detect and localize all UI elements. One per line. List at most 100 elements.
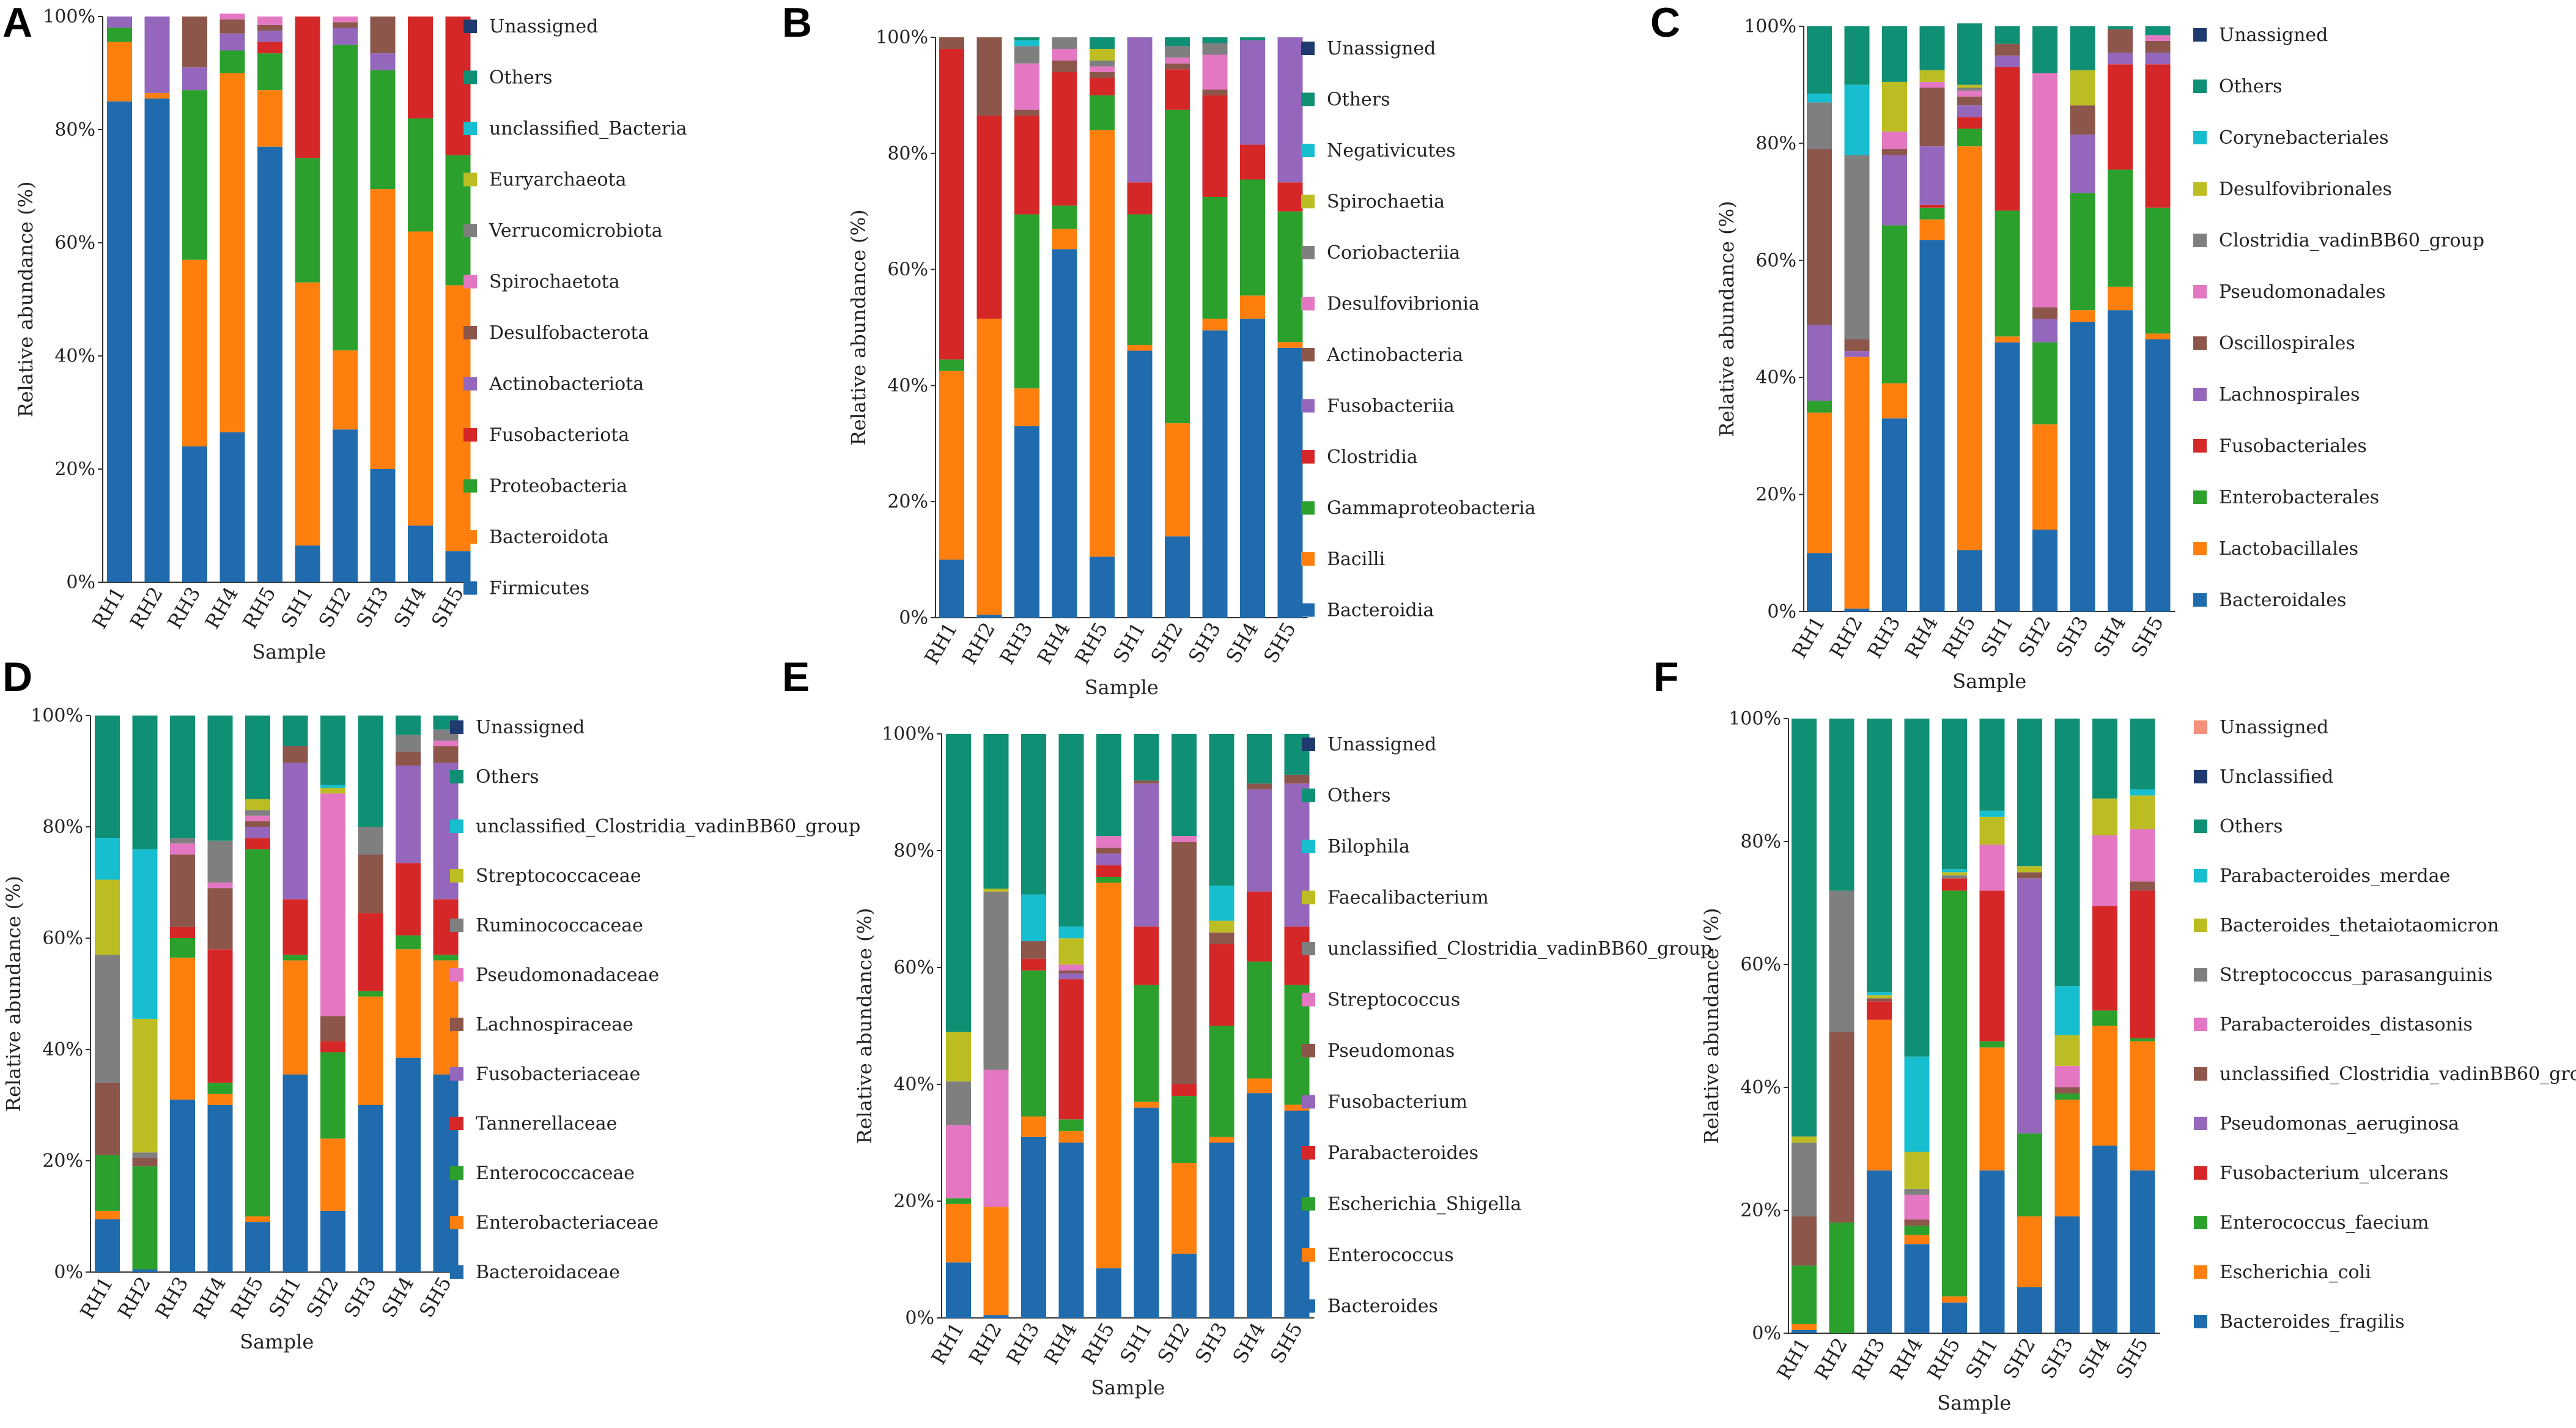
legend-label: Gammaproteobacteria: [1327, 498, 1536, 519]
legend-swatch: [1302, 993, 1315, 1007]
bar-segment: [2032, 307, 2057, 319]
legend-label: Desulfovibrionales: [2219, 179, 2392, 200]
bar-segment: [2092, 1010, 2117, 1026]
bar-segment: [1882, 29, 1907, 82]
bar-segment: [1240, 37, 1265, 40]
legend-swatch: [1301, 194, 1315, 209]
bar-segment: [1807, 102, 1832, 149]
legend-label: Desulfobacterota: [489, 322, 649, 344]
bar-segment: [220, 19, 245, 34]
bar-segment: [333, 429, 358, 582]
bar-segment: [1172, 1096, 1197, 1163]
legend-label: Enterococcaceae: [476, 1163, 635, 1184]
bar-segment: [2145, 339, 2171, 612]
bar-segment: [245, 815, 270, 821]
bar-segment: [1867, 719, 1892, 993]
bar-segment: [245, 1216, 270, 1223]
legend-label: Bacteroides_thetaiotaomicron: [2220, 915, 2499, 936]
bar-segment: [2145, 333, 2171, 339]
bar-segment: [1021, 1136, 1046, 1318]
bar-segment: [1052, 72, 1077, 206]
legend-swatch: [463, 428, 477, 442]
bar-segment: [245, 821, 270, 827]
bar-segment: [132, 1152, 158, 1158]
legend-label: Bacteroides_fragilis: [2220, 1311, 2405, 1333]
bar-segment: [408, 525, 433, 582]
bar-segment: [1942, 1302, 1967, 1333]
bar-segment: [2108, 29, 2133, 53]
bar-segment: [1127, 350, 1153, 618]
bar-segment: [245, 810, 270, 816]
bar-segment: [132, 1158, 158, 1167]
y-tick-label: 0%: [66, 572, 95, 593]
bar-segment: [1247, 1078, 1272, 1093]
legend-swatch: [450, 1216, 463, 1229]
bar-segment: [1052, 37, 1077, 49]
bar-segment: [2032, 424, 2057, 530]
bar-segment: [1867, 1001, 1892, 1020]
y-tick-label: 0%: [54, 1262, 83, 1283]
bar-segment: [1202, 43, 1228, 55]
legend-swatch: [2193, 593, 2207, 607]
legend-label: Clostridia: [1327, 446, 1418, 468]
bar-segment: [2130, 795, 2155, 829]
y-tick-label: 0%: [1767, 601, 1796, 623]
legend-label: Bacteroidaceae: [476, 1262, 620, 1283]
bar-segment: [939, 371, 964, 560]
bar-segment: [132, 1018, 158, 1153]
legend-label: Streptococcus_parasanguinis: [2220, 964, 2493, 986]
bar-segment: [1014, 63, 1039, 110]
legend-swatch: [2193, 388, 2207, 401]
bar-segment: [320, 716, 345, 785]
bar-segment: [976, 116, 1002, 319]
bar-segment: [1096, 882, 1121, 1268]
bar-segment: [182, 90, 207, 260]
bar-segment: [257, 31, 282, 42]
bar-segment: [1240, 295, 1265, 319]
y-tick-label: 80%: [1740, 831, 1781, 853]
bar-segment: [320, 1041, 345, 1053]
bar-segment: [1957, 146, 1982, 550]
legend-swatch: [2193, 490, 2207, 504]
bar-segment: [946, 1125, 971, 1199]
y-tick-label: 80%: [887, 143, 928, 165]
bar-segment: [1247, 891, 1272, 962]
legend-swatch: [463, 172, 477, 187]
bar-segment: [95, 1219, 120, 1272]
bar-segment: [976, 615, 1002, 618]
bar-segment: [1882, 418, 1907, 612]
bar-segment: [245, 827, 270, 838]
bar-segment: [2092, 1026, 2117, 1146]
bar-segment: [1202, 54, 1228, 90]
legend-label: unclassified_Clostridia_vadinBB60_group: [2220, 1064, 2576, 1085]
bar-segment: [1942, 875, 1967, 879]
bar-segment: [1058, 938, 1084, 965]
legend-swatch: [1301, 42, 1315, 55]
bar-segment: [295, 545, 320, 582]
bar-segment: [1807, 26, 1832, 94]
bar-segment: [1995, 35, 2020, 44]
bar-segment: [257, 146, 282, 582]
bar-segment: [1134, 1101, 1159, 1108]
legend-label: Corynebacteriales: [2219, 127, 2389, 149]
bar-segment: [2108, 53, 2133, 65]
bar-segment: [1165, 37, 1190, 46]
bar-segment: [220, 432, 245, 582]
bar-segment: [333, 45, 358, 350]
bar-segment: [358, 854, 383, 914]
x-axis-title: Sample: [252, 640, 326, 664]
bar-segment: [1792, 1216, 1817, 1266]
bar-segment: [946, 1262, 971, 1318]
bar-segment: [1277, 37, 1303, 183]
bar-segment: [2145, 207, 2171, 334]
bar-segment: [1277, 347, 1303, 618]
bar-segment: [1021, 894, 1046, 942]
bar-segment: [207, 1082, 233, 1094]
bar-segment: [2130, 890, 2155, 1038]
legend-label: Unassigned: [1327, 734, 1436, 755]
y-tick-label: 40%: [42, 1039, 83, 1060]
legend-label: Others: [476, 766, 539, 788]
bar-segment: [95, 1210, 120, 1219]
bar-segment: [1014, 388, 1039, 426]
bar-segment: [1058, 973, 1084, 980]
